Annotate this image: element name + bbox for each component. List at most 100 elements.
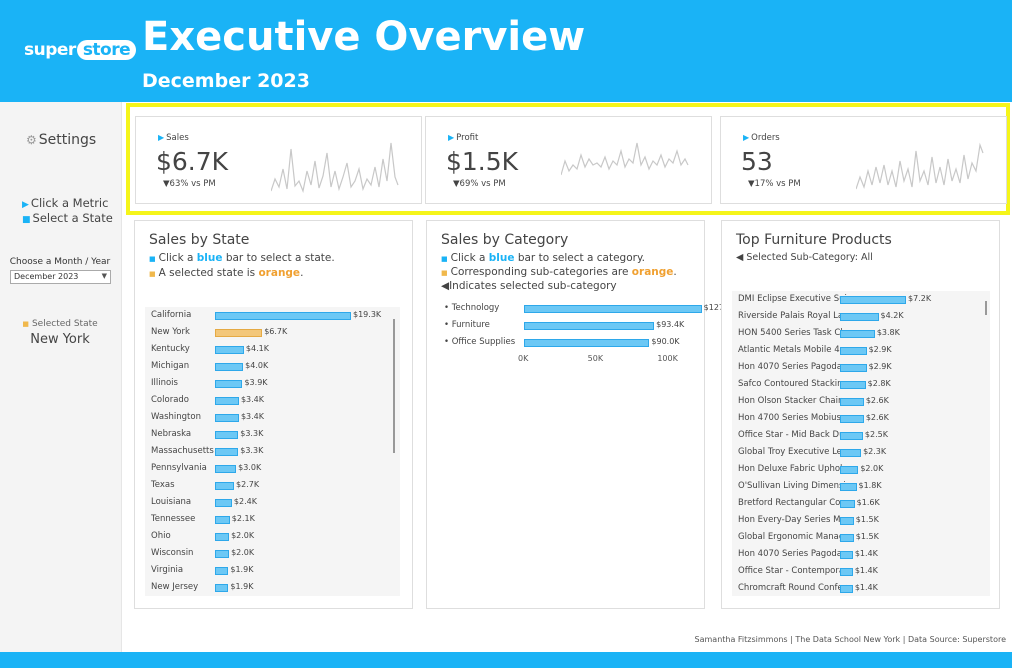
category-instruction-2: ■ Corresponding sub-categories are orange… xyxy=(441,266,677,278)
state-row[interactable]: New York $6.7K xyxy=(135,326,405,340)
state-row-bar[interactable] xyxy=(215,329,263,337)
state-row[interactable]: California $19.3K xyxy=(135,309,405,323)
category-row[interactable]: • Technology $127.5K xyxy=(427,302,737,316)
product-row[interactable]: Chromcraft Round Confer.. $1.4K xyxy=(722,582,992,596)
kpi-delta: ▼63% vs PM xyxy=(163,179,216,189)
state-row-label: Louisiana xyxy=(151,497,192,507)
product-row[interactable]: Hon 4700 Series Mobius .. $2.6K xyxy=(722,412,992,426)
panel-title: Sales by State xyxy=(149,232,250,248)
product-row-bar[interactable] xyxy=(840,296,906,304)
product-row-bar[interactable] xyxy=(840,415,864,423)
product-row-bar[interactable] xyxy=(840,432,863,440)
product-row[interactable]: Hon Olson Stacker Chairs $2.6K xyxy=(722,395,992,409)
product-row[interactable]: Office Star - Contempora.. $1.4K xyxy=(722,565,992,579)
category-row[interactable]: • Office Supplies $90.0K xyxy=(427,336,697,350)
state-row-bar[interactable] xyxy=(215,363,244,371)
product-row[interactable]: Hon 4070 Series Pagoda .. $2.9K xyxy=(722,361,992,375)
state-row[interactable]: Virginia $1.9K xyxy=(135,564,405,578)
text-part: blue xyxy=(488,252,515,264)
x-tick-label: 0K xyxy=(518,354,529,363)
state-row-label: Massachusetts xyxy=(151,446,214,456)
month-dropdown[interactable]: December 2023 ▼ xyxy=(10,270,111,284)
category-row-bar[interactable] xyxy=(524,339,650,347)
state-row[interactable]: Michigan $4.0K xyxy=(135,360,405,374)
state-row[interactable]: Texas $2.7K xyxy=(135,479,405,493)
product-row[interactable]: Global Troy Executive Le.. $2.3K xyxy=(722,446,992,460)
scrollbar[interactable] xyxy=(393,319,395,453)
state-row[interactable]: Tennessee $2.1K xyxy=(135,513,405,527)
product-row[interactable]: Bretford Rectangular Co.. $1.6K xyxy=(722,497,992,511)
product-row[interactable]: O'Sullivan Living Dimensi.. $1.8K xyxy=(722,480,992,494)
state-row-bar[interactable] xyxy=(215,346,244,354)
product-row[interactable]: Riverside Palais Royal La.. $4.2K xyxy=(722,310,992,324)
state-row[interactable]: New Jersey $1.9K xyxy=(135,581,405,595)
product-row-bar[interactable] xyxy=(840,381,866,389)
product-row-bar[interactable] xyxy=(840,585,853,593)
category-row-bar[interactable] xyxy=(524,322,655,330)
state-row-bar[interactable] xyxy=(215,397,239,405)
product-row[interactable]: Hon Deluxe Fabric Uphols.. $2.0K xyxy=(722,463,992,477)
product-row-bar[interactable] xyxy=(840,500,855,508)
product-row-bar[interactable] xyxy=(840,517,854,525)
state-row[interactable]: Pennsylvania $3.0K xyxy=(135,462,405,476)
state-row-bar[interactable] xyxy=(215,448,239,456)
product-row[interactable]: Atlantic Metals Mobile 4-.. $2.9K xyxy=(722,344,992,358)
product-row-bar[interactable] xyxy=(840,398,864,406)
state-row[interactable]: Washington $3.4K xyxy=(135,411,405,425)
product-row[interactable]: Safco Contoured Stackin.. $2.8K xyxy=(722,378,992,392)
product-row-bar[interactable] xyxy=(840,551,853,559)
product-row-value: $1.5K xyxy=(855,532,879,541)
state-row-bar[interactable] xyxy=(215,499,232,507)
x-tick-label: 100K xyxy=(657,354,678,363)
product-row-value: $2.9K xyxy=(868,345,892,354)
product-row[interactable]: Office Star - Mid Back Du.. $2.5K xyxy=(722,429,992,443)
state-row-bar[interactable] xyxy=(215,533,230,541)
category-row[interactable]: • Furniture $93.4K xyxy=(427,319,697,333)
product-row-label: DMI Eclipse Executive Sui.. xyxy=(738,294,853,304)
state-row[interactable]: Ohio $2.0K xyxy=(135,530,405,544)
scrollbar[interactable] xyxy=(985,301,987,315)
products-chart-area xyxy=(732,291,990,596)
state-row-bar[interactable] xyxy=(215,414,239,422)
product-row-bar[interactable] xyxy=(840,347,867,355)
kpi-card-orders[interactable]: ▶ Orders 53 ▼17% vs PM xyxy=(720,116,1007,204)
settings-heading[interactable]: ⚙ Settings xyxy=(26,132,96,148)
state-row[interactable]: Wisconsin $2.0K xyxy=(135,547,405,561)
product-row-bar[interactable] xyxy=(840,330,875,338)
state-row[interactable]: Massachusetts $3.3K xyxy=(135,445,405,459)
state-row-bar[interactable] xyxy=(215,380,243,388)
state-row-bar[interactable] xyxy=(215,550,230,558)
product-row-bar[interactable] xyxy=(840,364,867,372)
product-row[interactable]: HON 5400 Series Task Ch.. $3.8K xyxy=(722,327,992,341)
state-row-bar[interactable] xyxy=(215,516,230,524)
product-row-bar[interactable] xyxy=(840,483,857,491)
chevron-down-icon[interactable]: ▼ xyxy=(101,272,107,280)
product-row[interactable]: Hon 4070 Series Pagoda .. $1.4K xyxy=(722,548,992,562)
product-row-bar[interactable] xyxy=(840,466,859,474)
state-row-bar[interactable] xyxy=(215,465,237,473)
product-row-bar[interactable] xyxy=(840,534,854,542)
state-row-bar[interactable] xyxy=(215,482,235,490)
orders-sparkline xyxy=(856,142,984,190)
product-row[interactable]: Global Ergonomic Manag.. $1.5K xyxy=(722,531,992,545)
kpi-card-profit[interactable]: ▶ Profit $1.5K ▼69% vs PM xyxy=(425,116,712,204)
state-row[interactable]: Louisiana $2.4K xyxy=(135,496,405,510)
product-row-bar[interactable] xyxy=(840,568,853,576)
product-row-bar[interactable] xyxy=(840,313,879,321)
product-row[interactable]: DMI Eclipse Executive Sui.. $7.2K xyxy=(722,293,992,307)
state-row-bar[interactable] xyxy=(215,431,239,439)
state-row[interactable]: Colorado $3.4K xyxy=(135,394,405,408)
product-row[interactable]: Hon Every-Day Series Mu.. $1.5K xyxy=(722,514,992,528)
state-row[interactable]: Kentucky $4.1K xyxy=(135,343,405,357)
product-row-label: Bretford Rectangular Co.. xyxy=(738,498,846,508)
state-row[interactable]: Illinois $3.9K xyxy=(135,377,405,391)
state-row-label: Wisconsin xyxy=(151,548,194,558)
kpi-card-sales[interactable]: ▶ Sales $6.7K ▼63% vs PM xyxy=(135,116,422,204)
state-row-bar[interactable] xyxy=(215,312,351,320)
state-row-bar[interactable] xyxy=(215,567,229,575)
text-part: A selected state is xyxy=(158,267,259,279)
state-row[interactable]: Nebraska $3.3K xyxy=(135,428,405,442)
state-row-bar[interactable] xyxy=(215,584,229,592)
product-row-bar[interactable] xyxy=(840,449,862,457)
category-row-bar[interactable] xyxy=(524,305,702,313)
